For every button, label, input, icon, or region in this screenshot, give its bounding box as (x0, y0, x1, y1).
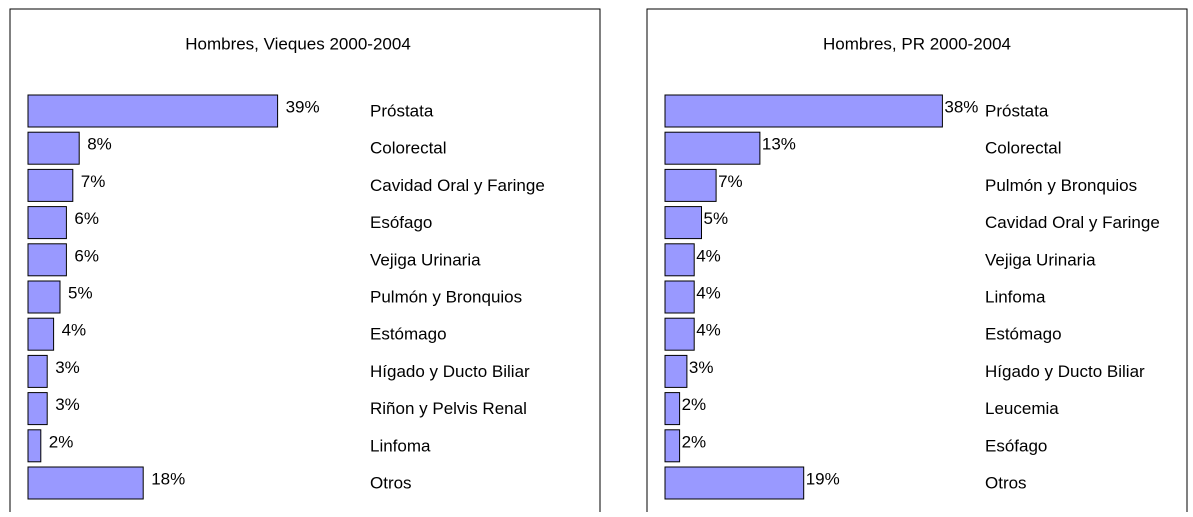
value-label: 6% (74, 246, 99, 265)
value-label: 7% (81, 172, 106, 191)
bar (664, 466, 805, 500)
value-label: 8% (87, 135, 112, 154)
bar (27, 429, 42, 463)
chart-title: Hombres, PR 2000-2004 (823, 34, 1011, 53)
category-label: Leucemia (985, 399, 1059, 418)
value-label: 4% (696, 246, 721, 265)
bar (27, 131, 80, 165)
category-label: Linfoma (370, 436, 431, 455)
panel-frame (9, 8, 601, 517)
bar (27, 243, 67, 277)
bar (27, 280, 61, 314)
value-label: 2% (49, 432, 74, 451)
bar (664, 317, 695, 351)
bar (664, 131, 761, 165)
value-label: 7% (718, 172, 743, 191)
bar (27, 206, 67, 240)
value-label: 4% (62, 321, 87, 340)
bar (664, 392, 681, 426)
category-label: Esófago (985, 436, 1047, 455)
value-label: 2% (682, 395, 707, 414)
value-label: 5% (68, 283, 93, 302)
value-label: 3% (55, 395, 80, 414)
bar (664, 168, 717, 202)
category-label: Hígado y Ducto Biliar (985, 362, 1145, 381)
value-label: 13% (762, 135, 796, 154)
value-label: 4% (696, 321, 721, 340)
bar (664, 243, 695, 277)
category-label: Próstata (985, 101, 1049, 120)
bar (27, 354, 48, 388)
value-label: 5% (704, 209, 729, 228)
category-label: Estómago (370, 325, 447, 344)
value-label: 4% (696, 283, 721, 302)
category-label: Hígado y Ducto Biliar (370, 362, 530, 381)
bar (27, 168, 74, 202)
category-label: Riñon y Pelvis Renal (370, 399, 527, 418)
bar (27, 94, 279, 128)
value-label: 3% (689, 358, 714, 377)
value-label: 38% (944, 97, 978, 116)
value-label: 39% (286, 97, 320, 116)
bar (664, 354, 688, 388)
category-label: Esófago (370, 213, 432, 232)
category-label: Otros (985, 473, 1027, 492)
category-label: Cavidad Oral y Faringe (370, 176, 545, 195)
bar (664, 280, 695, 314)
category-label: Cavidad Oral y Faringe (985, 213, 1160, 232)
bar (664, 94, 943, 128)
value-label: 6% (74, 209, 99, 228)
value-label: 2% (682, 432, 707, 451)
value-label: 3% (55, 358, 80, 377)
category-label: Pulmón y Bronquios (985, 176, 1137, 195)
category-label: Colorectal (370, 139, 447, 158)
category-label: Vejiga Urinaria (370, 250, 481, 269)
value-label: 18% (151, 469, 185, 488)
category-label: Vejiga Urinaria (985, 250, 1096, 269)
bar (664, 429, 681, 463)
category-label: Estómago (985, 325, 1062, 344)
chart-title: Hombres, Vieques 2000-2004 (185, 34, 411, 53)
panel-frame (646, 8, 1188, 517)
value-label: 19% (806, 469, 840, 488)
category-label: Próstata (370, 101, 434, 120)
category-label: Pulmón y Bronquios (370, 287, 522, 306)
bar (27, 392, 48, 426)
category-label: Otros (370, 473, 412, 492)
bar (27, 466, 144, 500)
category-label: Linfoma (985, 287, 1046, 306)
bar (27, 317, 55, 351)
bar (664, 206, 702, 240)
category-label: Colorectal (985, 139, 1062, 158)
